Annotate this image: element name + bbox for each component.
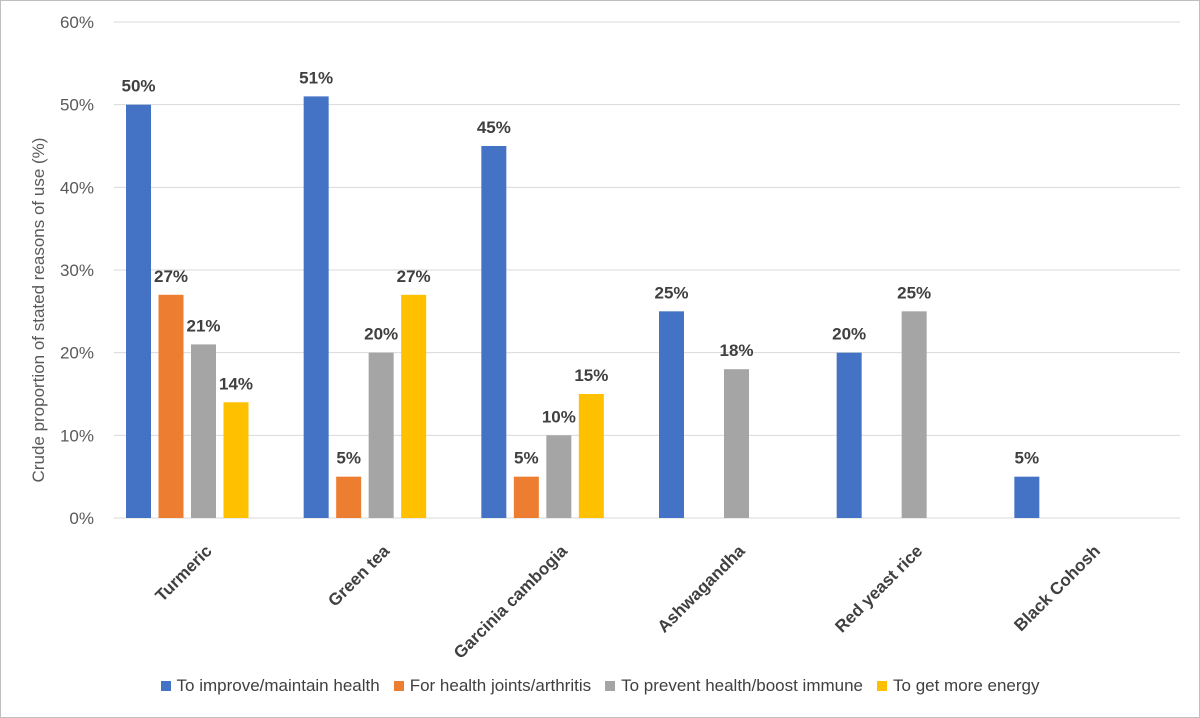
bar <box>724 369 749 518</box>
x-category-label: Red yeast rice <box>831 541 926 636</box>
data-label: 15% <box>574 366 608 385</box>
bar <box>303 96 329 519</box>
y-axis-ticks: 0% 10% 20% 30% 40% 50% 60% <box>60 13 94 528</box>
bar <box>223 402 249 518</box>
bar <box>513 476 539 518</box>
legend-item: To improve/maintain health <box>160 676 380 696</box>
bar <box>481 146 507 518</box>
data-label: 20% <box>364 325 398 344</box>
bar <box>546 435 572 518</box>
data-label: 5% <box>1015 449 1040 468</box>
x-category-label: Ashwagandha <box>654 541 749 636</box>
y-tick-label: 60% <box>60 13 94 32</box>
data-label: 51% <box>299 68 333 87</box>
bar <box>126 104 151 519</box>
bar <box>1014 476 1040 518</box>
bar <box>578 394 604 518</box>
data-label: 18% <box>719 341 753 360</box>
legend-swatch <box>877 681 888 691</box>
data-label: 14% <box>219 374 253 393</box>
legend-item: For health joints/arthritis <box>393 676 592 696</box>
x-category-label: Turmeric <box>152 541 216 605</box>
legend: To improve/maintain health For health joi… <box>0 676 1200 696</box>
legend-swatch <box>605 681 616 691</box>
data-label: 25% <box>654 283 688 302</box>
data-labels: 50% 27% 21% 14% 51% 5% 20% 27% 45% 5% 10% 15% 25% 18%… <box>121 68 1039 467</box>
bar <box>191 344 216 518</box>
data-label: 27% <box>397 267 431 286</box>
legend-swatch <box>393 681 404 691</box>
y-tick-label: 40% <box>60 178 94 197</box>
bar <box>336 476 362 518</box>
x-category-label: Garcinia cambogia <box>450 541 571 662</box>
y-tick-label: 50% <box>60 96 94 115</box>
x-category-label: Green tea <box>324 541 393 610</box>
gridlines <box>114 21 1180 519</box>
bars <box>126 96 1040 519</box>
data-label: 50% <box>121 77 155 96</box>
legend-label: To prevent health/boost immune <box>621 676 864 695</box>
bar <box>401 294 427 518</box>
x-axis-categories: Turmeric Green tea Garcinia cambogia Ashwag… <box>152 541 1104 662</box>
bar <box>836 352 862 518</box>
y-tick-label: 10% <box>60 426 94 445</box>
bar <box>158 294 184 518</box>
bar <box>368 352 394 518</box>
x-category-label: Black Cohosh <box>1010 541 1104 635</box>
data-label: 10% <box>542 407 576 426</box>
y-tick-label: 20% <box>60 344 94 363</box>
y-tick-label: 30% <box>60 261 94 280</box>
legend-swatch <box>160 681 171 691</box>
data-label: 5% <box>336 449 361 468</box>
bar <box>659 311 684 518</box>
y-tick-label: 0% <box>69 509 94 528</box>
data-label: 45% <box>477 118 511 137</box>
legend-label: For health joints/arthritis <box>409 676 592 695</box>
legend-item: To prevent health/boost immune <box>605 676 863 696</box>
legend-item: To get more energy <box>877 676 1039 696</box>
data-label: 27% <box>154 267 188 286</box>
legend-label: To get more energy <box>893 676 1040 695</box>
bar <box>901 311 927 518</box>
data-label: 20% <box>832 325 866 344</box>
data-label: 21% <box>186 316 220 335</box>
data-label: 5% <box>514 449 539 468</box>
data-label: 25% <box>897 283 931 302</box>
y-axis-title: Crude proportion of stated reasons of us… <box>29 138 48 483</box>
legend-label: To improve/maintain health <box>176 676 380 695</box>
